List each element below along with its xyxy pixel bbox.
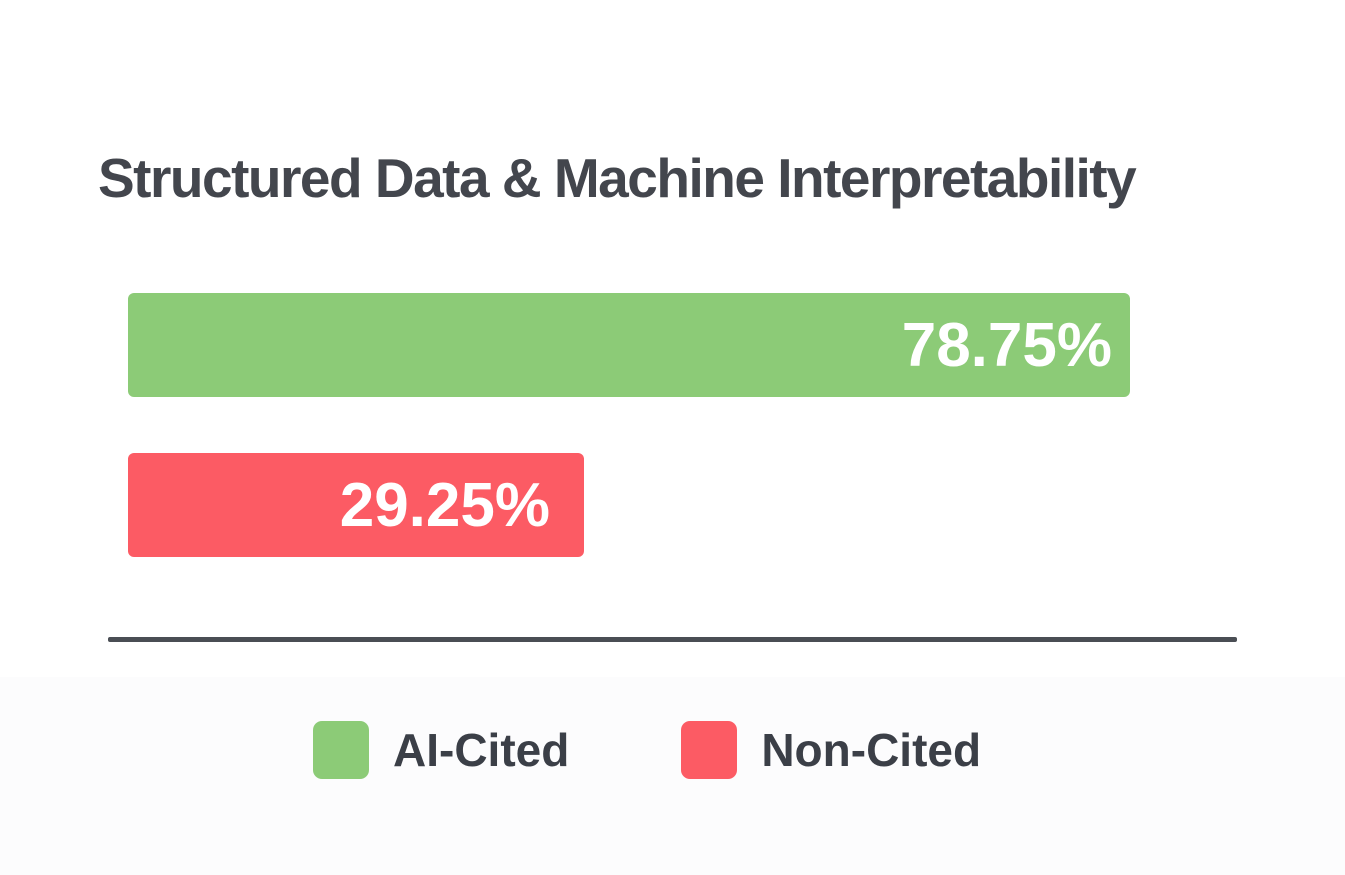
bar-value-label-ai-cited: 78.75% (901, 310, 1112, 380)
legend-item-ai-cited[interactable]: AI-Cited (313, 721, 569, 779)
chart-title: Structured Data & Machine Interpretabili… (98, 147, 1137, 209)
legend-label-non-cited: Non-Cited (761, 724, 982, 776)
bar-value-label-non-cited: 29.25% (339, 470, 550, 540)
legend-label-ai-cited: AI-Cited (393, 724, 570, 776)
legend-swatch-ai-cited (313, 721, 369, 779)
legend-area: AI-Cited Non-Cited (0, 677, 1345, 875)
axis-baseline (108, 637, 1237, 642)
legend-item-non-cited[interactable]: Non-Cited (681, 721, 981, 779)
legend: AI-Cited Non-Cited (313, 721, 981, 779)
bar-ai-cited[interactable]: 78.75% (128, 293, 1130, 397)
legend-swatch-non-cited (681, 721, 738, 779)
bar-non-cited[interactable]: 29.25% (128, 453, 584, 557)
